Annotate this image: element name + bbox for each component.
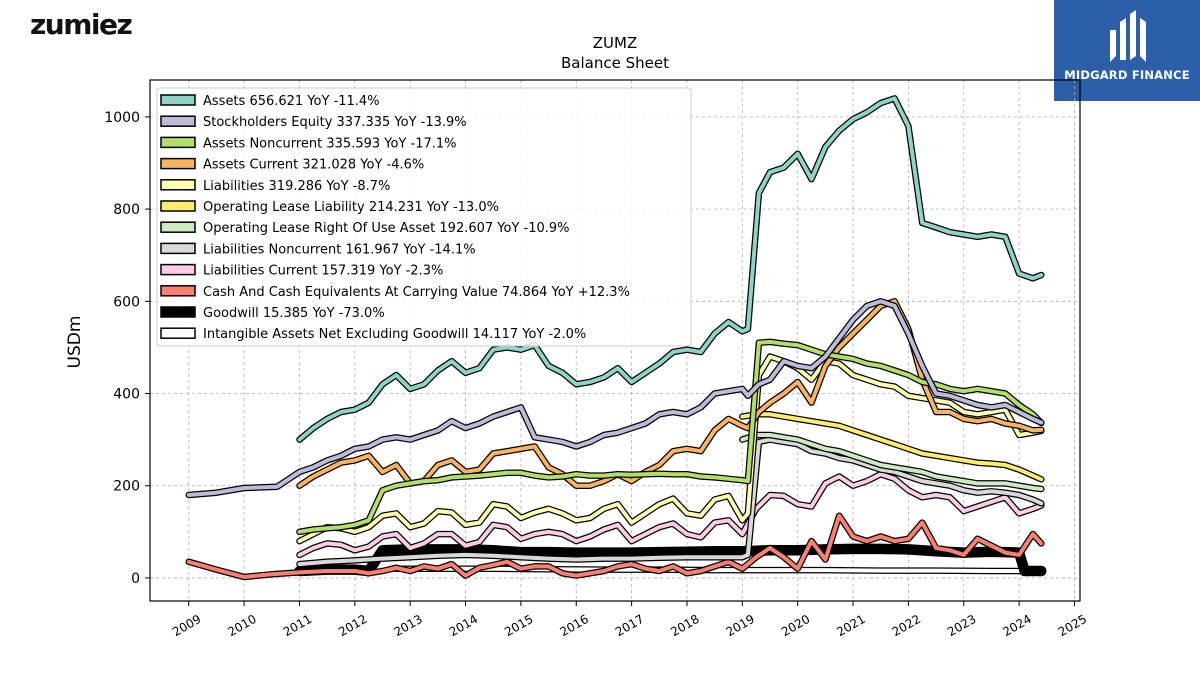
legend-swatch — [160, 115, 196, 127]
legend-item: Operating Lease Right Of Use Asset 192.6… — [160, 221, 570, 236]
legend-swatch — [160, 285, 196, 297]
legend-label: Assets Current 321.028 YoY -4.6% — [203, 158, 424, 173]
legend: Assets 656.621 YoY -11.4% Stockholders Eq… — [156, 87, 692, 347]
series-stroke — [297, 472, 1044, 557]
series-line — [185, 298, 1045, 499]
series-line — [185, 512, 1045, 581]
y-axis-label: USDm — [65, 316, 85, 369]
legend-item: Goodwill 15.385 YoY -73.0% — [160, 306, 385, 321]
x-tick-label: 2013 — [391, 612, 424, 639]
legend-label: Assets 656.621 YoY -11.4% — [203, 94, 380, 109]
series-line — [393, 565, 1045, 575]
legend-swatch — [160, 327, 196, 339]
x-tick-label: 2009 — [170, 612, 203, 639]
x-tick-label: 2018 — [668, 612, 701, 639]
series-stroke — [297, 339, 1044, 534]
x-tick-label: 2019 — [724, 612, 757, 639]
chart-subtitle: Balance Sheet — [561, 54, 669, 72]
legend-swatch — [160, 157, 196, 170]
legend-item: Assets Noncurrent 335.593 YoY -17.1% — [160, 136, 457, 151]
legend-label: Stockholders Equity 337.335 YoY -13.9% — [203, 115, 467, 130]
midgard-finance-logo: MIDGARD FINANCE — [1054, 0, 1200, 101]
legend-swatch — [160, 94, 196, 106]
legend-item: Assets 656.621 YoY -11.4% — [160, 94, 380, 109]
series-stroke — [297, 96, 1044, 442]
legend-frame — [156, 87, 692, 347]
legend-swatch — [160, 200, 196, 212]
series-stroke — [297, 437, 1044, 567]
legend-item: Cash And Cash Equivalents At Carrying Va… — [160, 285, 630, 300]
legend-label: Goodwill 15.385 YoY -73.0% — [203, 306, 385, 321]
legend-item: Stockholders Equity 337.335 YoY -13.9% — [160, 115, 467, 130]
legend-item: Liabilities 319.286 YoY -8.7% — [160, 179, 390, 194]
series-stroke — [740, 412, 1044, 482]
legend-swatch — [160, 263, 196, 276]
x-tick-label: 2017 — [613, 612, 646, 639]
legend-label: Liabilities Noncurrent 161.967 YoY -14.1… — [203, 242, 476, 257]
x-tick-label: 2025 — [1056, 612, 1089, 639]
x-tick-label: 2020 — [779, 612, 812, 639]
legend-label: Intangible Assets Net Excluding Goodwill… — [203, 327, 586, 342]
series-line — [296, 353, 1045, 545]
legend-item: Intangible Assets Net Excluding Goodwill… — [160, 327, 586, 342]
series-line — [296, 338, 1045, 536]
legend-label: Assets Noncurrent 335.593 YoY -17.1% — [203, 136, 457, 151]
series-line — [296, 95, 1045, 443]
midgard-emblem-icon — [1110, 10, 1146, 62]
chart-title: ZUMZ — [593, 34, 637, 52]
series-layer — [185, 95, 1047, 581]
x-tick-label: 2015 — [502, 612, 535, 639]
legend-label: Operating Lease Liability 214.231 YoY -1… — [203, 200, 499, 215]
y-tick-label: 600 — [113, 294, 140, 310]
legend-item: Liabilities Noncurrent 161.967 YoY -14.1… — [160, 242, 476, 257]
plot-frame — [149, 79, 1081, 602]
legend-item: Assets Current 321.028 YoY -4.6% — [160, 157, 424, 173]
legend-label: Operating Lease Right Of Use Asset 192.6… — [203, 221, 570, 236]
x-tick-label: 2023 — [945, 612, 978, 639]
series-line — [296, 436, 1045, 568]
series-line — [739, 431, 1045, 493]
legend-label: Liabilities 319.286 YoY -8.7% — [203, 179, 390, 194]
zumiez-logo: zumiez — [30, 8, 133, 41]
legend-label: Liabilities Current 157.319 YoY -2.3% — [203, 264, 443, 279]
legend-swatch — [160, 179, 196, 191]
y-tick-label: 800 — [113, 202, 140, 218]
series-line — [296, 470, 1045, 559]
series-stroke — [186, 299, 1044, 497]
series-line — [739, 411, 1045, 483]
series-stroke — [186, 513, 1044, 579]
legend-swatch — [160, 242, 196, 255]
legend-swatch — [160, 306, 196, 318]
legend-label: Cash And Cash Equivalents At Carrying Va… — [203, 285, 630, 300]
series-stroke — [740, 433, 1044, 491]
x-tick-label: 2010 — [225, 612, 258, 639]
legend-item: Operating Lease Liability 214.231 YoY -1… — [160, 200, 499, 215]
x-tick-label: 2016 — [558, 612, 591, 639]
midgard-finance-label: MIDGARD FINANCE — [1064, 68, 1190, 82]
y-tick-label: 400 — [113, 387, 140, 403]
legend-item: Liabilities Current 157.319 YoY -2.3% — [160, 263, 443, 279]
y-tick-label: 0 — [131, 571, 140, 587]
legend-swatch — [160, 221, 196, 233]
x-tick-label: 2022 — [890, 612, 923, 639]
y-tick-label: 1000 — [104, 110, 140, 126]
series-stroke — [297, 354, 1044, 544]
x-tick-label: 2021 — [834, 612, 867, 639]
x-tick-label: 2014 — [447, 612, 480, 639]
x-tick-label: 2011 — [281, 612, 314, 639]
legend-swatch — [160, 136, 196, 149]
y-tick-label: 200 — [113, 479, 140, 495]
x-tick-label: 2024 — [1000, 612, 1033, 639]
x-tick-label: 2012 — [336, 612, 369, 639]
